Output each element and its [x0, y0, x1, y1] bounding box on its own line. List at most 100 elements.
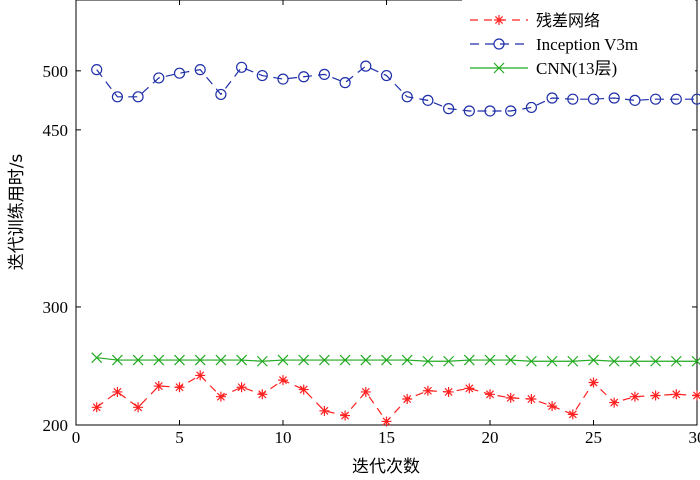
data-point	[236, 354, 248, 366]
data-point	[215, 391, 226, 402]
data-point	[629, 94, 641, 106]
data-point	[546, 92, 558, 104]
data-point	[567, 93, 579, 105]
data-point	[173, 67, 186, 79]
data-point	[360, 60, 372, 72]
data-point	[422, 355, 434, 367]
legend-entry: 残差网络	[470, 11, 600, 30]
data-point	[525, 355, 537, 367]
data-point	[525, 101, 538, 114]
series-line	[96, 357, 697, 362]
data-point	[132, 91, 144, 103]
data-point	[567, 355, 579, 367]
data-point	[443, 103, 455, 115]
data-point	[111, 354, 123, 366]
x-tick-label: 10	[275, 428, 292, 447]
legend-marker	[493, 38, 505, 50]
data-point	[174, 382, 185, 393]
y-tick-label: 200	[43, 416, 69, 435]
data-point	[671, 389, 682, 400]
series-x	[91, 352, 700, 367]
data-point	[422, 94, 434, 106]
series-asterisk	[91, 370, 700, 427]
x-tick-label: 15	[378, 428, 395, 447]
legend-entry: Inception V3m	[470, 35, 638, 54]
data-point	[111, 91, 124, 103]
x-tick-label: 5	[175, 428, 184, 447]
data-point	[132, 354, 144, 366]
data-point	[256, 355, 268, 367]
data-point	[443, 355, 455, 367]
data-point	[381, 354, 392, 366]
data-point	[215, 88, 227, 101]
data-point	[505, 354, 517, 366]
data-point	[195, 370, 206, 381]
data-point	[380, 69, 393, 82]
data-point	[91, 64, 103, 76]
data-point	[298, 384, 309, 395]
data-point	[609, 397, 620, 408]
data-point	[339, 354, 351, 366]
data-point	[278, 375, 288, 386]
data-point	[298, 354, 310, 366]
data-point	[505, 392, 516, 403]
data-point	[691, 93, 700, 105]
data-point	[133, 402, 144, 413]
data-point	[401, 354, 413, 366]
data-point	[340, 410, 351, 421]
data-point	[318, 68, 330, 80]
data-point	[360, 354, 372, 366]
data-point	[91, 402, 102, 413]
data-point	[443, 386, 454, 397]
x-tick-label: 0	[72, 428, 81, 447]
data-point	[670, 93, 682, 105]
data-point	[112, 386, 123, 397]
data-point	[153, 72, 165, 84]
legend-label: 残差网络	[536, 11, 600, 30]
data-point	[360, 386, 371, 397]
data-point	[422, 385, 433, 396]
data-point	[277, 73, 289, 85]
series-circle	[91, 60, 700, 117]
y-axis-title: 迭代训练用时/s	[7, 154, 27, 271]
data-point	[402, 394, 413, 405]
x-tick-label: 25	[585, 428, 602, 447]
legend-label: CNN(13层)	[536, 59, 617, 78]
legend-marker	[493, 62, 505, 74]
data-point	[257, 389, 268, 400]
data-point	[650, 355, 662, 367]
x-tick-label: 30	[689, 428, 700, 447]
data-point	[236, 61, 248, 73]
y-tick-label: 450	[43, 121, 69, 140]
data-point	[588, 354, 599, 366]
data-point	[194, 354, 206, 366]
axis-ticks: 0 5 10 15 20 25 30 200 300 450 500	[43, 0, 700, 447]
legend-label: Inception V3m	[536, 35, 638, 54]
x-axis-title: 迭代次数	[352, 457, 420, 477]
data-point	[463, 105, 475, 117]
x-tick-label: 20	[482, 428, 499, 447]
data-point	[464, 383, 475, 394]
series-line	[96, 374, 698, 423]
data-point	[691, 355, 700, 367]
data-point	[174, 354, 185, 366]
data-point	[505, 105, 517, 117]
data-point	[588, 377, 599, 388]
legend: 残差网络 Inception V3m CNN(13层)	[462, 0, 695, 82]
data-point	[650, 390, 661, 401]
data-point	[629, 391, 640, 402]
data-point	[256, 69, 268, 82]
data-point	[608, 355, 620, 367]
data-point	[339, 77, 351, 89]
legend-marker	[494, 15, 504, 25]
data-point	[401, 91, 413, 103]
data-point	[484, 354, 496, 366]
data-point	[629, 355, 641, 367]
data-point	[484, 105, 496, 117]
data-point	[319, 405, 330, 416]
data-point	[381, 416, 392, 427]
data-point	[608, 92, 620, 104]
data-point	[91, 352, 103, 364]
data-point	[485, 389, 495, 400]
